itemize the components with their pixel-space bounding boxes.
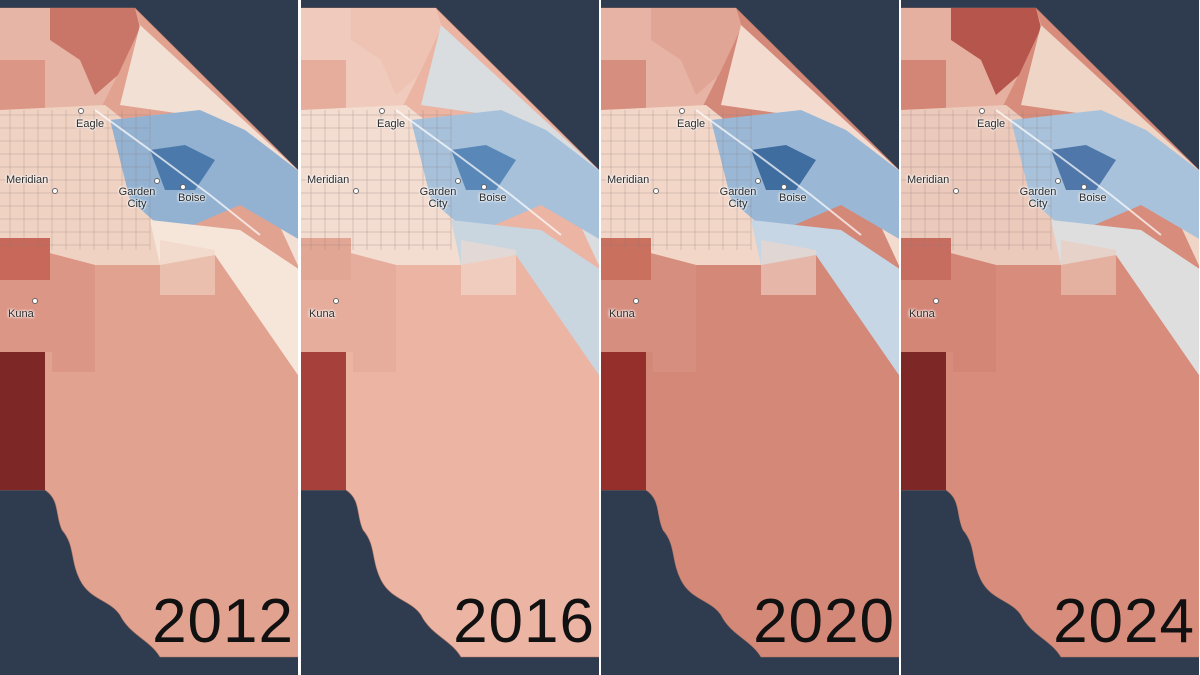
river [395, 109, 562, 236]
city-dot [979, 108, 985, 114]
north-block [651, 8, 741, 95]
kuna-west [601, 238, 651, 280]
kuna-west [0, 238, 50, 280]
year-label: 2024 [1053, 587, 1195, 656]
city-dot [481, 184, 487, 190]
foothills [721, 25, 899, 266]
city-label: Garden City [719, 186, 757, 210]
map-panel: Eagle Meridian Garden City Boise Kuna 2016 [301, 0, 599, 675]
city-dot [1081, 184, 1087, 190]
city-dot [52, 188, 58, 194]
south-central [761, 240, 816, 295]
foothills [1021, 25, 1199, 266]
north-block [951, 8, 1041, 95]
city-dot [953, 188, 959, 194]
city-dot [353, 188, 359, 194]
year-label: 2016 [453, 587, 595, 656]
city-dot [1055, 178, 1061, 184]
city-label: Kuna [909, 308, 935, 320]
city-dot [781, 184, 787, 190]
city-label: Meridian [307, 174, 350, 186]
year-label: 2012 [152, 587, 294, 656]
boise-core [451, 145, 516, 190]
city-label: Kuna [8, 308, 34, 320]
city-dot [379, 108, 385, 114]
boise-core [1051, 145, 1116, 190]
city-dot [180, 184, 186, 190]
city-label: Garden City [419, 186, 457, 210]
city-dot [653, 188, 659, 194]
southwest [901, 352, 946, 490]
river [94, 109, 261, 236]
southwest [0, 352, 45, 490]
city-dot [333, 298, 339, 304]
city-label: Boise [779, 192, 807, 204]
map [601, 7, 899, 658]
city-label: Garden City [118, 186, 156, 210]
city-dot [455, 178, 461, 184]
foothills [120, 25, 298, 266]
kuna-west [301, 238, 351, 280]
city-label: Boise [479, 192, 507, 204]
map [301, 7, 599, 658]
city-label: Eagle [977, 118, 1006, 130]
city-dot [755, 178, 761, 184]
city-dot [679, 108, 685, 114]
southwest [301, 352, 346, 490]
map [0, 7, 298, 658]
foothills [421, 25, 599, 266]
river [995, 109, 1162, 236]
city-label: Eagle [76, 118, 105, 130]
map-panel: Eagle Meridian Garden City Boise Kuna 2012 [0, 0, 298, 675]
city-dot [32, 298, 38, 304]
boise-core [150, 145, 215, 190]
kuna-west [901, 238, 951, 280]
city-dot [78, 108, 84, 114]
city-label: Eagle [677, 118, 706, 130]
precinct-lines [901, 109, 1162, 250]
map [901, 7, 1199, 658]
north-block [351, 8, 441, 95]
city-label: Boise [1079, 192, 1107, 204]
city-dot [154, 178, 160, 184]
city-label: Boise [178, 192, 206, 204]
south-central [160, 240, 215, 295]
north-block [50, 8, 140, 95]
south-central [461, 240, 516, 295]
city-dot [633, 298, 639, 304]
boise-core [751, 145, 816, 190]
map-panel: Eagle Meridian Garden City Boise Kuna 2024 [901, 0, 1199, 675]
city-label: Meridian [607, 174, 650, 186]
city-label: Garden City [1019, 186, 1057, 210]
map-panel: Eagle Meridian Garden City Boise Kuna 2020 [601, 0, 899, 675]
city-label: Kuna [309, 308, 335, 320]
city-label: Meridian [907, 174, 950, 186]
city-dot [933, 298, 939, 304]
southwest [601, 352, 646, 490]
precinct-lines [0, 109, 261, 250]
city-label: Eagle [377, 118, 406, 130]
precinct-lines [301, 109, 562, 250]
city-label: Kuna [609, 308, 635, 320]
city-label: Meridian [6, 174, 49, 186]
year-label: 2020 [753, 587, 895, 656]
south-central [1061, 240, 1116, 295]
precinct-lines [601, 109, 862, 250]
river [695, 109, 862, 236]
